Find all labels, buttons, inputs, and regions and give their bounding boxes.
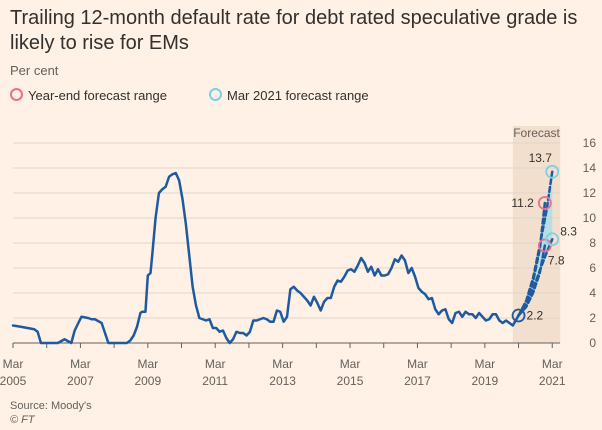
forecast-band: [512, 126, 561, 343]
data-label: 13.7: [529, 151, 553, 165]
forecast-marker: [537, 196, 552, 210]
x-tick-label: 2007: [67, 374, 94, 388]
x-tick-label: Mar: [475, 357, 496, 371]
y-tick-label: 4: [589, 286, 596, 300]
x-tick-label: 2019: [471, 374, 498, 388]
data-label: 7.8: [548, 254, 565, 268]
x-tick-label: Mar: [205, 357, 226, 371]
y-tick-label: 6: [589, 261, 596, 275]
data-label: 2.2: [527, 309, 544, 323]
x-tick-label: 2021: [539, 374, 566, 388]
mar-2021-range-fill: [518, 171, 553, 316]
x-tick-label: Mar: [3, 357, 24, 371]
x-tick-label: Mar: [70, 357, 91, 371]
x-tick-label: 2005: [0, 374, 27, 388]
forecast-marker: [545, 232, 560, 247]
chart-title: Trailing 12-month default rate for debt …: [10, 7, 578, 54]
x-tick-label: 2011: [202, 374, 228, 388]
y-tick-label: 10: [583, 211, 597, 225]
legend-item-mar-2021: Mar 2021 forecast range: [209, 88, 369, 103]
x-tick-label: Mar: [137, 357, 158, 371]
x-tick-label: 2013: [269, 374, 296, 388]
x-tick-label: Mar: [272, 357, 293, 371]
y-tick-label: 8: [589, 236, 596, 250]
x-tick-label: Mar: [407, 357, 428, 371]
y-tick-label: 2: [589, 311, 596, 325]
legend-item-year-end: Year-end forecast range: [10, 88, 167, 103]
forecast-marker: [545, 164, 560, 179]
line-chart: Forecast 0 2 4 6 8 10 12 14 16 Mar 2005 Mar 2007 Mar 20…: [0, 126, 597, 388]
x-tick-label: Mar: [542, 357, 563, 371]
credit: © FT: [10, 414, 35, 426]
x-tick-label: 2009: [134, 374, 161, 388]
y-tick-label: 16: [583, 136, 597, 150]
y-tick-label: 0: [589, 336, 596, 350]
data-label: 8.3: [560, 224, 577, 238]
x-tick-label: 2015: [337, 374, 364, 388]
y-tick-label: 12: [583, 186, 597, 200]
source-note: Source: Moody's: [10, 400, 92, 412]
y-tick-label: 14: [583, 161, 597, 175]
legend-label-mar-2021: Mar 2021 forecast range: [227, 88, 369, 103]
data-label: 11.2: [511, 196, 534, 210]
x-tick-label: Mar: [340, 357, 361, 371]
chart-subtitle: Per cent: [10, 63, 59, 78]
forecast-label: Forecast: [513, 126, 560, 140]
forecast-marker: [511, 308, 526, 323]
pink-circle-icon: [10, 88, 23, 101]
blue-circle-icon: [209, 88, 222, 101]
legend-label-year-end: Year-end forecast range: [28, 88, 168, 103]
x-tick-label: 2017: [404, 374, 431, 388]
default-rate-line: [11, 171, 520, 345]
